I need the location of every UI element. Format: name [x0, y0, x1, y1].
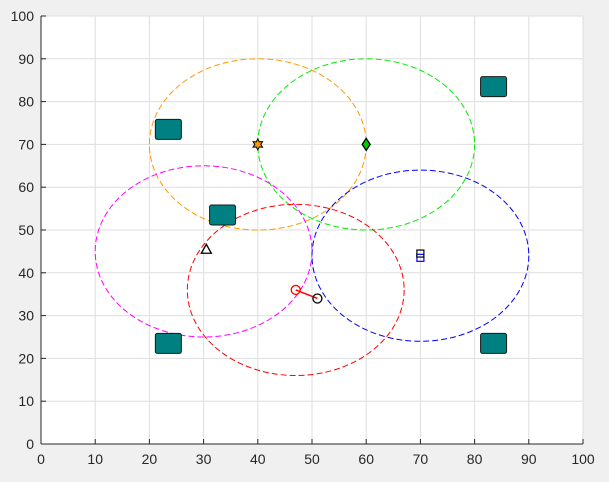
- y-tick-label: 70: [18, 136, 34, 152]
- grid-lines: [40, 15, 584, 445]
- link-line: [295, 289, 318, 300]
- square-marker: [480, 332, 508, 354]
- y-tick-labels: 0 10 20 30 40 50 60 70 80 90 100: [11, 8, 35, 452]
- coverage-ellipse: [186, 203, 405, 377]
- x-tick-label: 20: [142, 451, 158, 467]
- x-tick-labels: 0 10 20 30 40 50 60 70 80 90 100: [37, 451, 595, 467]
- y-tick-label: 50: [18, 222, 34, 238]
- coverage-ellipse: [311, 169, 530, 342]
- triangle-marker: [200, 242, 213, 254]
- x-tick-label: 70: [413, 451, 429, 467]
- link-lines: [295, 289, 318, 300]
- x-tick-label: 30: [196, 451, 212, 467]
- point-markers: [200, 137, 425, 304]
- small-square-marker: [416, 249, 425, 258]
- y-tick-label: 90: [18, 51, 34, 67]
- y-tick-label: 40: [18, 265, 34, 281]
- square-marker: [154, 118, 182, 140]
- x-tick-label: 100: [571, 451, 595, 467]
- x-tick-label: 40: [250, 451, 266, 467]
- y-tick-label: 0: [26, 436, 34, 452]
- y-tick-label: 80: [18, 94, 34, 110]
- square-marker: [480, 76, 508, 98]
- diamond-marker: [361, 137, 371, 152]
- coverage-ellipse: [257, 58, 476, 231]
- x-tick-label: 50: [304, 451, 320, 467]
- y-tick-label: 10: [18, 393, 34, 409]
- y-tick-label: 100: [11, 8, 35, 24]
- x-tick-label: 10: [87, 451, 103, 467]
- circle-marker: [312, 293, 323, 304]
- small-square-marker: [416, 253, 425, 262]
- x-tick-label: 0: [37, 451, 45, 467]
- hexagram-marker: [252, 137, 264, 151]
- x-tick-label: 80: [467, 451, 483, 467]
- y-tick-label: 30: [18, 308, 34, 324]
- square-marker: [209, 204, 237, 226]
- x-tick-label: 60: [358, 451, 374, 467]
- square-markers: [154, 76, 508, 354]
- y-tick-label: 60: [18, 179, 34, 195]
- circle-marker: [290, 284, 301, 296]
- axes-lines: [40, 15, 584, 445]
- square-marker: [154, 332, 182, 354]
- x-tick-label: 90: [521, 451, 537, 467]
- y-tick-label: 20: [18, 350, 34, 366]
